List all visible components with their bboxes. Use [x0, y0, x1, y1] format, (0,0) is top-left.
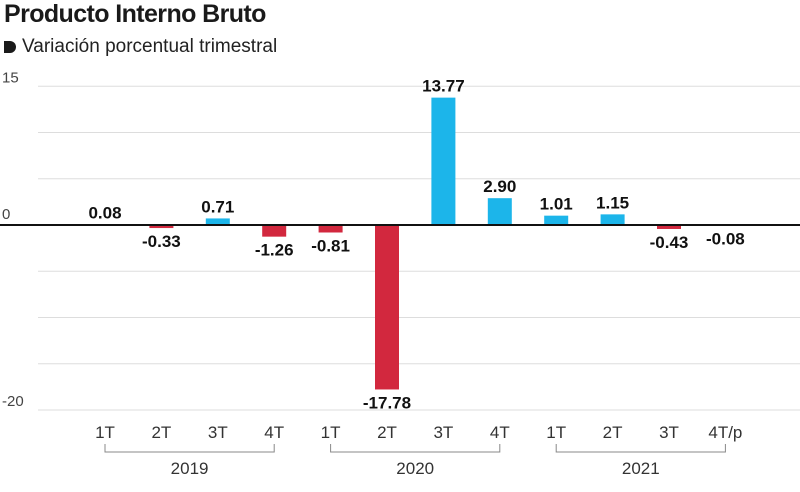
data-label: 2.90	[483, 177, 516, 196]
group-bracket	[555, 444, 726, 453]
bar	[375, 225, 399, 390]
bar	[431, 97, 456, 225]
group-bracket	[104, 444, 275, 453]
data-label: 1.15	[596, 193, 629, 212]
x-tick-label: 4T	[264, 423, 284, 442]
chart-title: Producto Interno Bruto	[4, 0, 266, 28]
y-tick-label: 15	[2, 69, 19, 86]
data-label: -0.08	[706, 230, 745, 249]
x-tick-label: 3T	[659, 423, 679, 442]
chart-subtitle: Variación porcentual trimestral	[4, 36, 277, 58]
y-tick-label: 0	[2, 206, 10, 223]
data-label: -0.33	[142, 232, 181, 251]
bar	[600, 214, 625, 225]
y-tick-label: -20	[2, 393, 24, 410]
group-label: 2021	[622, 459, 660, 478]
data-label: -0.43	[650, 233, 689, 252]
data-label: 0.71	[201, 197, 234, 216]
x-tick-label: 2T	[603, 423, 623, 442]
bar	[262, 225, 287, 237]
x-tick-label: 2T	[151, 423, 171, 442]
bar	[149, 225, 174, 229]
group-label: 2020	[396, 459, 434, 478]
x-tick-label: 1T	[546, 423, 566, 442]
bar	[318, 225, 343, 233]
data-label: -0.81	[311, 236, 350, 255]
x-tick-label: 3T	[208, 423, 228, 442]
bar	[657, 225, 681, 229]
data-label: 13.77	[422, 77, 465, 96]
subtitle-marker-icon	[4, 41, 16, 53]
group-label: 2019	[171, 459, 209, 478]
x-tick-label: 2T	[377, 423, 397, 442]
bar	[544, 215, 569, 225]
chart-subtitle-text: Variación porcentual trimestral	[22, 36, 278, 57]
data-label: -1.26	[255, 241, 294, 260]
data-label: 0.08	[88, 203, 121, 222]
x-tick-label: 1T	[321, 423, 341, 442]
data-label: 1.01	[540, 195, 573, 214]
bar	[205, 218, 230, 225]
x-tick-label: 3T	[433, 423, 453, 442]
data-label: -17.78	[363, 393, 411, 412]
x-tick-label: 4T	[490, 423, 510, 442]
bar	[487, 198, 512, 225]
group-bracket	[330, 444, 501, 453]
x-tick-label: 1T	[95, 423, 115, 442]
x-tick-label: 4T/p	[708, 423, 742, 442]
